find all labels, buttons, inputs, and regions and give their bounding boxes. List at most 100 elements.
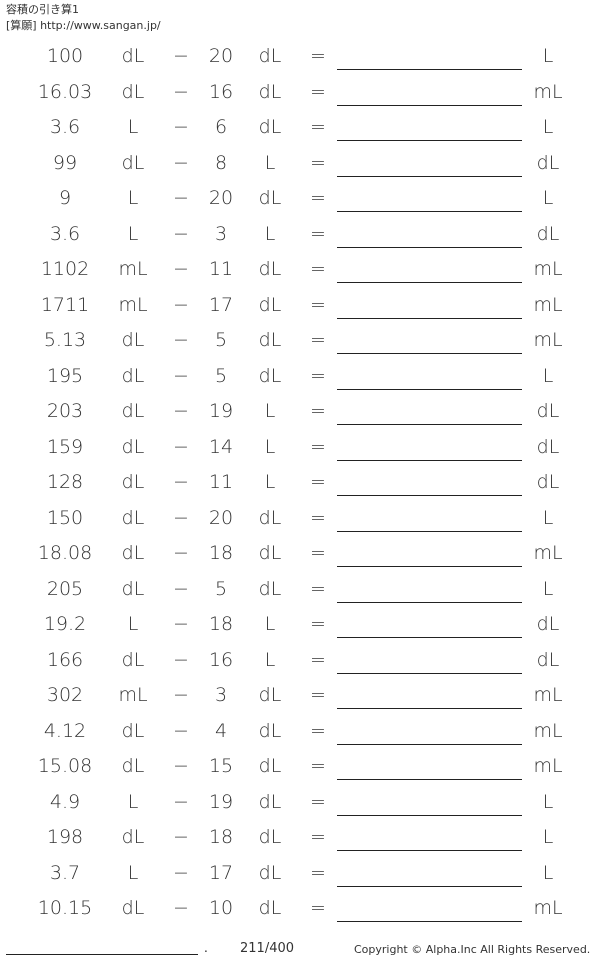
operand-a: 18.08 [37, 542, 93, 564]
problem-row: 18.08 dL −18 dL = mL [0, 535, 600, 571]
minus-sign: − [173, 329, 189, 351]
answer-blank[interactable] [337, 175, 522, 177]
equals-sign: = [310, 293, 326, 316]
answer-unit: dL [536, 151, 560, 174]
answer-unit: mL [533, 293, 563, 316]
answer-blank[interactable] [337, 211, 522, 212]
operand-a: 302 [46, 684, 84, 706]
operand-a: 4.9 [49, 790, 81, 813]
answer-blank[interactable] [337, 353, 522, 354]
worksheet-title: 容積の引き算1 [6, 3, 79, 16]
minus-sign: − [173, 897, 189, 919]
unit-a: L [127, 790, 139, 813]
operand-b: 17 [208, 293, 234, 316]
equals-sign: = [310, 790, 326, 813]
minus-sign: − [173, 45, 189, 67]
minus-sign: − [173, 187, 189, 209]
unit-a: dL [121, 826, 145, 848]
answer-blank[interactable] [337, 566, 522, 567]
answer-blank[interactable] [337, 317, 522, 319]
minus-sign: − [173, 613, 189, 635]
unit-a: L [127, 116, 139, 138]
problem-row: 16.03 dL −16 dL = mL [0, 74, 600, 110]
operand-b: 6 [214, 116, 228, 138]
answer-blank[interactable] [337, 246, 522, 248]
minus-sign: − [173, 364, 189, 387]
operand-a: 3.6 [49, 116, 81, 138]
unit-a: dL [121, 719, 145, 742]
equals-sign: = [310, 471, 326, 493]
operand-a: 1102 [40, 258, 90, 280]
answer-blank[interactable] [337, 814, 522, 816]
answer-blank[interactable] [337, 779, 522, 780]
equals-sign: = [310, 506, 326, 529]
operand-b: 5 [214, 329, 228, 351]
unit-b: L [264, 400, 276, 422]
unit-b: dL [258, 719, 282, 742]
minus-sign: − [173, 151, 189, 174]
operand-a: 19.2 [43, 613, 87, 635]
equals-sign: = [310, 435, 326, 458]
problem-row: 5.13 dL − 5 dL = mL [0, 322, 600, 358]
problem-row: 15.08 dL −15 dL = mL [0, 748, 600, 784]
answer-blank[interactable] [337, 885, 522, 887]
answer-blank[interactable] [337, 530, 522, 532]
answer-blank[interactable] [337, 69, 522, 70]
equals-sign: = [310, 577, 326, 600]
unit-b: dL [258, 329, 282, 351]
equals-sign: = [310, 400, 326, 422]
minus-sign: − [173, 506, 189, 529]
problem-row: 128 dL −11 L = dL [0, 464, 600, 500]
operand-a: 198 [46, 826, 84, 848]
operand-b: 4 [214, 719, 228, 742]
operand-b: 10 [208, 897, 234, 919]
unit-a: L [127, 222, 139, 245]
answer-unit: dL [536, 471, 560, 493]
answer-blank[interactable] [337, 459, 522, 461]
page-number: 211/400 [240, 941, 295, 956]
unit-a: L [127, 187, 139, 209]
answer-blank[interactable] [337, 104, 522, 106]
answer-blank[interactable] [337, 140, 522, 141]
answer-blank[interactable] [337, 424, 522, 425]
unit-b: dL [258, 187, 282, 209]
equals-sign: = [310, 222, 326, 245]
answer-unit: L [542, 861, 554, 884]
answer-unit: L [542, 506, 554, 529]
answer-blank[interactable] [337, 850, 522, 851]
problem-row: 100 dL −20 dL = L [0, 38, 600, 74]
minus-sign: − [173, 471, 189, 493]
answer-blank[interactable] [337, 708, 522, 709]
unit-b: L [264, 648, 276, 671]
answer-blank[interactable] [337, 495, 522, 496]
answer-blank[interactable] [337, 743, 522, 745]
minus-sign: − [173, 435, 189, 458]
answer-unit: L [542, 790, 554, 813]
operand-a: 203 [46, 400, 84, 422]
answer-blank[interactable] [337, 601, 522, 603]
unit-b: dL [258, 293, 282, 316]
unit-b: dL [258, 506, 282, 529]
operand-b: 3 [214, 684, 228, 706]
operand-b: 15 [208, 755, 234, 777]
problem-row: 198 dL −18 dL = L [0, 819, 600, 855]
unit-b: dL [258, 80, 282, 103]
equals-sign: = [310, 826, 326, 848]
operand-a: 1711 [40, 293, 90, 316]
equals-sign: = [310, 861, 326, 884]
answer-unit: dL [536, 400, 560, 422]
answer-blank[interactable] [337, 637, 522, 638]
answer-blank[interactable] [337, 921, 522, 922]
answer-blank[interactable] [337, 388, 522, 390]
problem-row: 10.15 dL −10 dL = mL [0, 890, 600, 926]
answer-blank[interactable] [337, 672, 522, 674]
answer-blank[interactable] [337, 282, 522, 283]
operand-b: 16 [208, 648, 234, 671]
name-line [6, 954, 198, 955]
equals-sign: = [310, 719, 326, 742]
minus-sign: − [173, 293, 189, 316]
unit-a: dL [121, 755, 145, 777]
minus-sign: − [173, 755, 189, 777]
unit-b: dL [258, 364, 282, 387]
operand-b: 5 [214, 364, 228, 387]
